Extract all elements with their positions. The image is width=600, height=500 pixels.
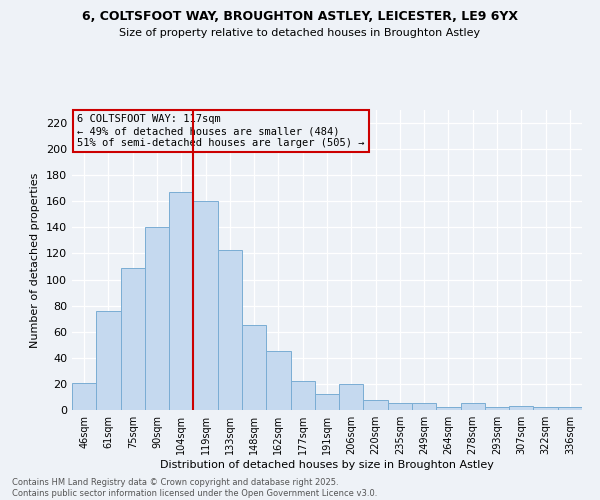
Bar <box>533 408 558 410</box>
Text: 6, COLTSFOOT WAY, BROUGHTON ASTLEY, LEICESTER, LE9 6YX: 6, COLTSFOOT WAY, BROUGHTON ASTLEY, LEIC… <box>82 10 518 23</box>
Bar <box>193 202 218 410</box>
Y-axis label: Number of detached properties: Number of detached properties <box>31 172 40 348</box>
Text: Size of property relative to detached houses in Broughton Astley: Size of property relative to detached ho… <box>119 28 481 38</box>
Bar <box>558 408 582 410</box>
Bar <box>364 400 388 410</box>
Bar <box>485 408 509 410</box>
X-axis label: Distribution of detached houses by size in Broughton Astley: Distribution of detached houses by size … <box>160 460 494 470</box>
Bar <box>96 311 121 410</box>
Bar <box>339 384 364 410</box>
Bar <box>121 268 145 410</box>
Bar <box>509 406 533 410</box>
Bar <box>388 404 412 410</box>
Bar <box>461 404 485 410</box>
Bar <box>218 250 242 410</box>
Bar <box>266 352 290 410</box>
Bar <box>242 325 266 410</box>
Text: Contains HM Land Registry data © Crown copyright and database right 2025.
Contai: Contains HM Land Registry data © Crown c… <box>12 478 377 498</box>
Bar <box>72 382 96 410</box>
Bar <box>436 408 461 410</box>
Bar <box>169 192 193 410</box>
Bar <box>315 394 339 410</box>
Bar <box>290 382 315 410</box>
Bar <box>145 228 169 410</box>
Bar <box>412 404 436 410</box>
Text: 6 COLTSFOOT WAY: 117sqm
← 49% of detached houses are smaller (484)
51% of semi-d: 6 COLTSFOOT WAY: 117sqm ← 49% of detache… <box>77 114 365 148</box>
